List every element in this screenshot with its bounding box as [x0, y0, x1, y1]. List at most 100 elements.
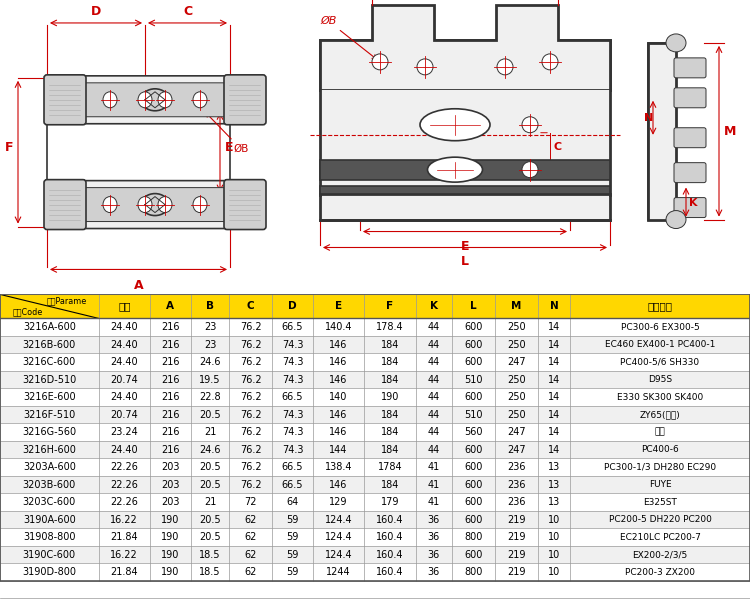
- Bar: [0, 388, 750, 406]
- Text: 22.8: 22.8: [200, 392, 220, 402]
- Text: 14: 14: [548, 445, 560, 455]
- Text: E: E: [225, 141, 233, 154]
- Text: 74.3: 74.3: [282, 357, 303, 367]
- Text: 600: 600: [464, 480, 483, 490]
- Text: 129: 129: [329, 497, 348, 507]
- Bar: [0, 546, 750, 563]
- Text: 146: 146: [329, 410, 348, 419]
- Text: 76.2: 76.2: [240, 410, 262, 419]
- Bar: [0, 371, 750, 388]
- Text: 重量: 重量: [118, 302, 130, 311]
- Bar: [0, 563, 750, 581]
- Text: 219: 219: [507, 532, 526, 542]
- Bar: [0, 406, 750, 424]
- Text: 59: 59: [286, 532, 298, 542]
- Bar: [0, 294, 750, 319]
- Text: 510: 510: [464, 375, 483, 385]
- Bar: [0, 493, 750, 511]
- Text: 74.3: 74.3: [282, 445, 303, 455]
- Text: ØB: ØB: [320, 16, 376, 59]
- Text: 216: 216: [161, 410, 179, 419]
- Text: EX200-2/3/5: EX200-2/3/5: [632, 550, 688, 559]
- Text: 600: 600: [464, 445, 483, 455]
- Text: 216: 216: [161, 427, 179, 437]
- Text: 24.40: 24.40: [110, 340, 138, 350]
- Text: 23: 23: [204, 340, 216, 350]
- Text: EC210LC PC200-7: EC210LC PC200-7: [620, 533, 701, 541]
- Text: EC460 EX400-1 PC400-1: EC460 EX400-1 PC400-1: [604, 340, 715, 349]
- Ellipse shape: [372, 54, 388, 70]
- Text: 14: 14: [548, 392, 560, 402]
- Text: E: E: [335, 302, 342, 311]
- Text: PC300-6 EX300-5: PC300-6 EX300-5: [621, 323, 699, 331]
- Text: 24.40: 24.40: [110, 357, 138, 367]
- Text: 236: 236: [507, 497, 526, 507]
- Text: 600: 600: [464, 462, 483, 472]
- Text: 3190C-600: 3190C-600: [22, 550, 76, 560]
- Text: 236: 236: [507, 480, 526, 490]
- Text: 160.4: 160.4: [376, 567, 404, 577]
- Text: 14: 14: [548, 427, 560, 437]
- Text: 36: 36: [427, 515, 440, 524]
- Text: 41: 41: [427, 462, 440, 472]
- Text: 20.5: 20.5: [200, 515, 220, 524]
- Bar: [320, 160, 610, 180]
- Text: 74.3: 74.3: [282, 375, 303, 385]
- Text: 138.4: 138.4: [325, 462, 352, 472]
- Text: 10: 10: [548, 550, 560, 560]
- Text: 20.74: 20.74: [110, 410, 138, 419]
- Text: 74.3: 74.3: [282, 410, 303, 419]
- FancyBboxPatch shape: [44, 75, 86, 125]
- Text: 800: 800: [464, 567, 483, 577]
- Ellipse shape: [103, 92, 117, 108]
- Text: 36: 36: [427, 550, 440, 560]
- Text: 184: 184: [381, 427, 399, 437]
- Text: C: C: [247, 302, 254, 311]
- Ellipse shape: [666, 211, 686, 228]
- Text: 190: 190: [161, 550, 179, 560]
- Text: 24.40: 24.40: [110, 322, 138, 332]
- Text: 140: 140: [329, 392, 348, 402]
- Text: 18.5: 18.5: [200, 550, 220, 560]
- Text: 31908-800: 31908-800: [23, 532, 76, 542]
- Text: 190: 190: [161, 567, 179, 577]
- Text: 216: 216: [161, 445, 179, 455]
- Text: 184: 184: [381, 357, 399, 367]
- Text: 76.2: 76.2: [240, 375, 262, 385]
- Text: D95S: D95S: [648, 375, 672, 384]
- Ellipse shape: [103, 197, 117, 212]
- Text: 3190D-800: 3190D-800: [22, 567, 76, 577]
- Text: 36: 36: [427, 567, 440, 577]
- Ellipse shape: [158, 197, 172, 212]
- FancyBboxPatch shape: [224, 75, 266, 125]
- Text: E: E: [460, 240, 470, 253]
- Text: 36: 36: [427, 532, 440, 542]
- Text: 146: 146: [329, 427, 348, 437]
- Text: 44: 44: [427, 427, 440, 437]
- Text: 203: 203: [161, 462, 179, 472]
- Text: 1244: 1244: [326, 567, 351, 577]
- Text: L: L: [461, 256, 469, 268]
- Text: PC300-1/3 DH280 EC290: PC300-1/3 DH280 EC290: [604, 463, 716, 472]
- Text: 44: 44: [427, 357, 440, 367]
- Text: 44: 44: [427, 322, 440, 332]
- Bar: [0, 336, 750, 353]
- Text: M: M: [512, 302, 521, 311]
- Text: 59: 59: [286, 515, 298, 524]
- Text: 16.22: 16.22: [110, 515, 138, 524]
- Ellipse shape: [427, 157, 482, 182]
- FancyBboxPatch shape: [81, 188, 229, 222]
- Text: 146: 146: [329, 357, 348, 367]
- Text: K: K: [430, 302, 438, 311]
- Text: C: C: [553, 142, 561, 152]
- Text: 203: 203: [161, 480, 179, 490]
- Text: 16.22: 16.22: [110, 550, 138, 560]
- Ellipse shape: [193, 92, 207, 108]
- Text: 44: 44: [427, 375, 440, 385]
- Text: 62: 62: [244, 532, 257, 542]
- Text: 76.2: 76.2: [240, 445, 262, 455]
- Text: 600: 600: [464, 392, 483, 402]
- Ellipse shape: [522, 117, 538, 133]
- Text: 19.5: 19.5: [200, 375, 220, 385]
- Text: D: D: [288, 302, 297, 311]
